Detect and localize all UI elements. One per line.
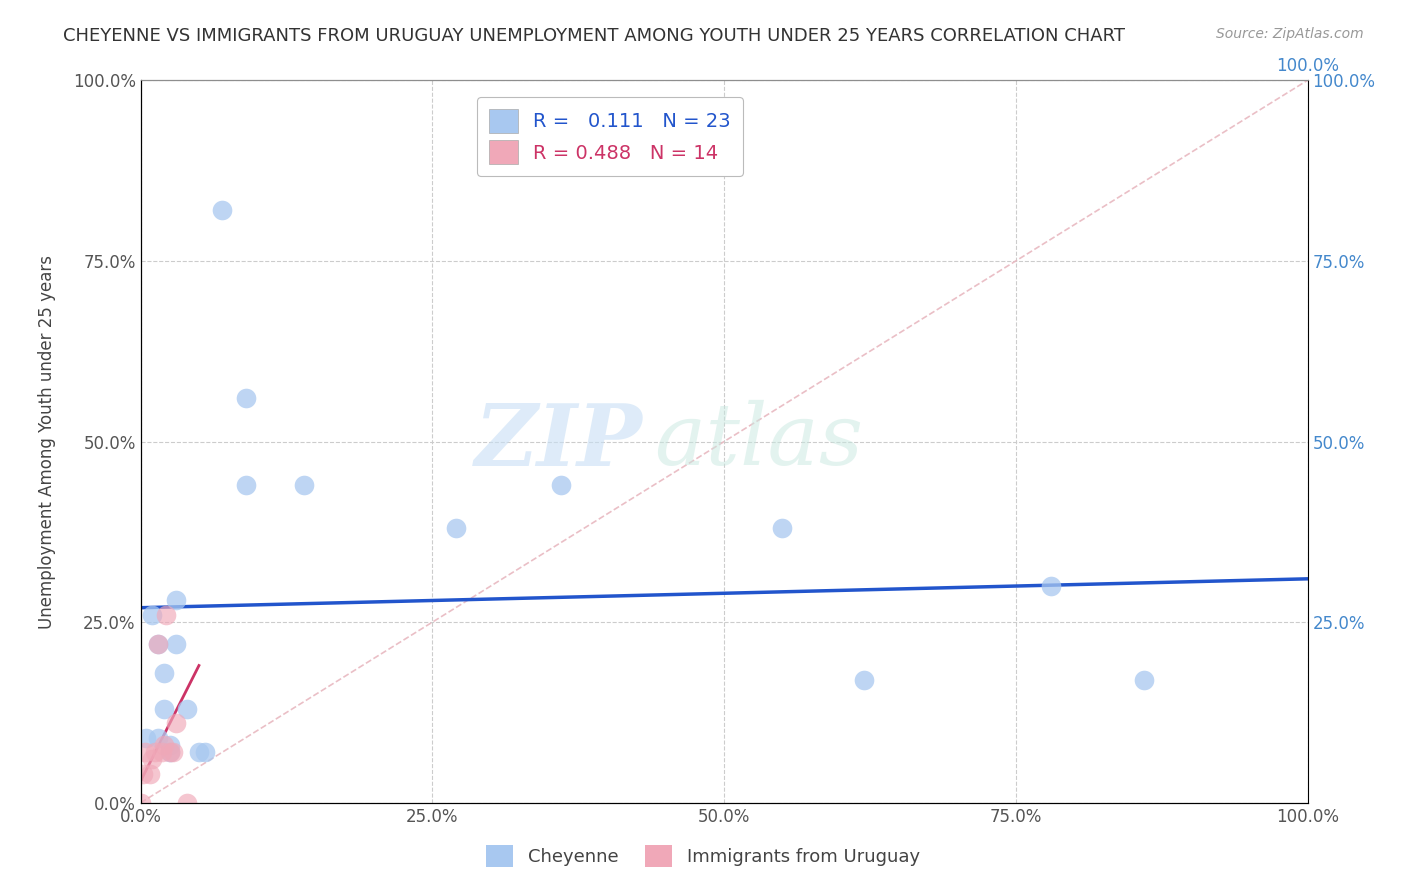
Point: [159, 738, 181, 752]
Legend: Cheyenne, Immigrants from Uruguay: Cheyenne, Immigrants from Uruguay: [479, 838, 927, 874]
Point: [146, 637, 169, 651]
Point: [165, 716, 187, 731]
Point: [139, 767, 162, 781]
Point: [444, 521, 467, 535]
Point: [235, 391, 257, 405]
Text: Source: ZipAtlas.com: Source: ZipAtlas.com: [1216, 27, 1364, 41]
Point: [153, 738, 176, 752]
Point: [550, 478, 572, 492]
Point: [194, 745, 217, 759]
Point: [176, 702, 198, 716]
Point: [132, 767, 155, 781]
Point: [772, 521, 794, 535]
Point: [1133, 673, 1156, 687]
Point: [153, 702, 176, 716]
Point: [162, 745, 184, 759]
Point: [211, 203, 233, 218]
Text: atlas: atlas: [654, 401, 863, 483]
Y-axis label: Unemployment Among Youth under 25 years: Unemployment Among Youth under 25 years: [38, 254, 56, 629]
Point: [165, 593, 187, 607]
Point: [1039, 579, 1062, 593]
Point: [150, 745, 173, 759]
Point: [129, 796, 152, 810]
Point: [135, 731, 157, 745]
Point: [159, 745, 181, 759]
Point: [159, 745, 181, 759]
Point: [141, 752, 163, 766]
Point: [143, 745, 166, 759]
Point: [235, 478, 257, 492]
Text: CHEYENNE VS IMMIGRANTS FROM URUGUAY UNEMPLOYMENT AMONG YOUTH UNDER 25 YEARS CORR: CHEYENNE VS IMMIGRANTS FROM URUGUAY UNEM…: [63, 27, 1125, 45]
Point: [165, 637, 187, 651]
Point: [853, 673, 876, 687]
Point: [146, 637, 169, 651]
Point: [153, 665, 176, 680]
Text: ZIP: ZIP: [475, 400, 643, 483]
Point: [146, 731, 169, 745]
Point: [141, 607, 163, 622]
Point: [134, 745, 156, 759]
Point: [188, 745, 211, 759]
Legend: R =   0.111   N = 23, R = 0.488   N = 14: R = 0.111 N = 23, R = 0.488 N = 14: [477, 97, 742, 176]
Point: [155, 607, 177, 622]
Point: [176, 796, 198, 810]
Point: [292, 478, 315, 492]
